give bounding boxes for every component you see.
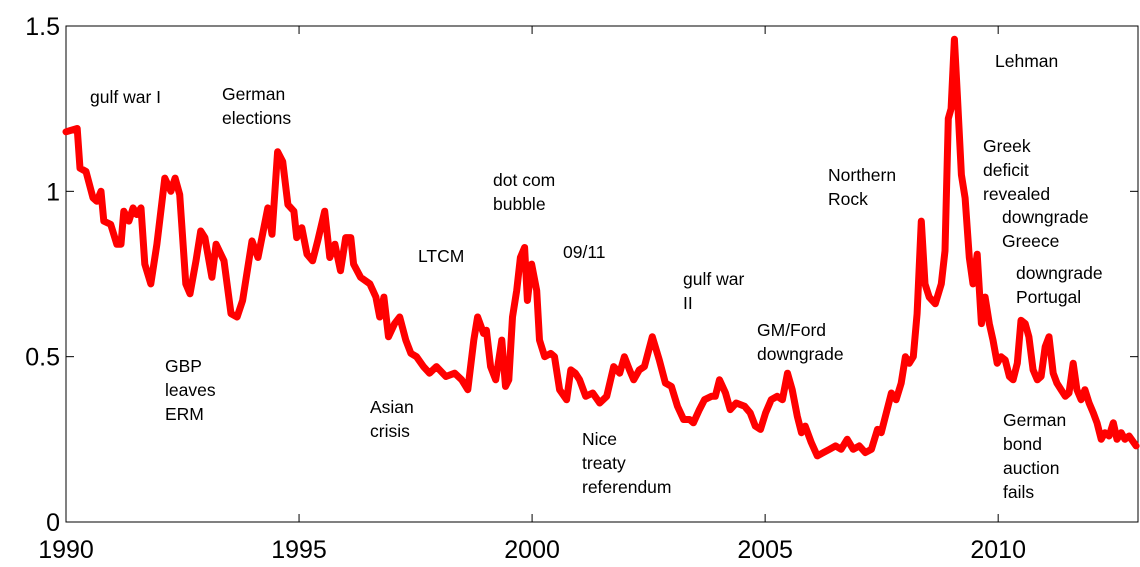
annotation: leaves [165,380,216,400]
y-tick-label: 0 [46,509,60,537]
y-tick-label: 1.5 [25,13,60,41]
annotation: auction [1003,458,1059,478]
annotation: 09/11 [563,242,606,262]
y-tick-label: 1 [46,178,60,206]
annotation: deficit [983,160,1029,180]
annotation: revealed [983,184,1050,204]
annotation: GM/Ford [757,320,826,340]
x-tick-label: 1990 [38,536,94,564]
annotation: Northern [828,165,896,185]
annotation: German [222,84,285,104]
annotation: LTCM [418,246,464,266]
annotation: elections [222,108,291,128]
annotation: treaty [582,453,626,473]
annotation: crisis [370,421,410,441]
annotation: GBP [165,356,202,376]
annotation: Asian [370,397,414,417]
annotation: bubble [493,194,546,214]
annotation: Rock [828,189,868,209]
annotation: Greek [983,136,1031,156]
annotation: downgrade [1016,263,1103,283]
annotation: downgrade [1002,207,1089,227]
annotation: downgrade [757,344,844,364]
annotation: Greece [1002,231,1059,251]
annotation: fails [1003,482,1034,502]
plot-frame [65,25,1139,523]
annotation: gulf war I [90,87,161,107]
annotation: Nice [582,429,617,449]
x-tick-label: 2010 [970,536,1026,564]
annotation: ERM [165,404,204,424]
annotation: Portugal [1016,287,1081,307]
annotation: II [683,293,693,313]
x-tick-label: 1995 [271,536,327,564]
annotation: Lehman [995,51,1058,71]
data-line [62,35,1140,460]
annotation: dot com [493,170,555,190]
x-tick-label: 2005 [737,536,793,564]
annotation: German [1003,410,1066,430]
annotation: gulf war [683,269,744,289]
annotation: referendum [582,477,672,497]
annotation: bond [1003,434,1042,454]
y-tick-label: 0.5 [25,344,60,372]
x-tick-label: 2000 [504,536,560,564]
